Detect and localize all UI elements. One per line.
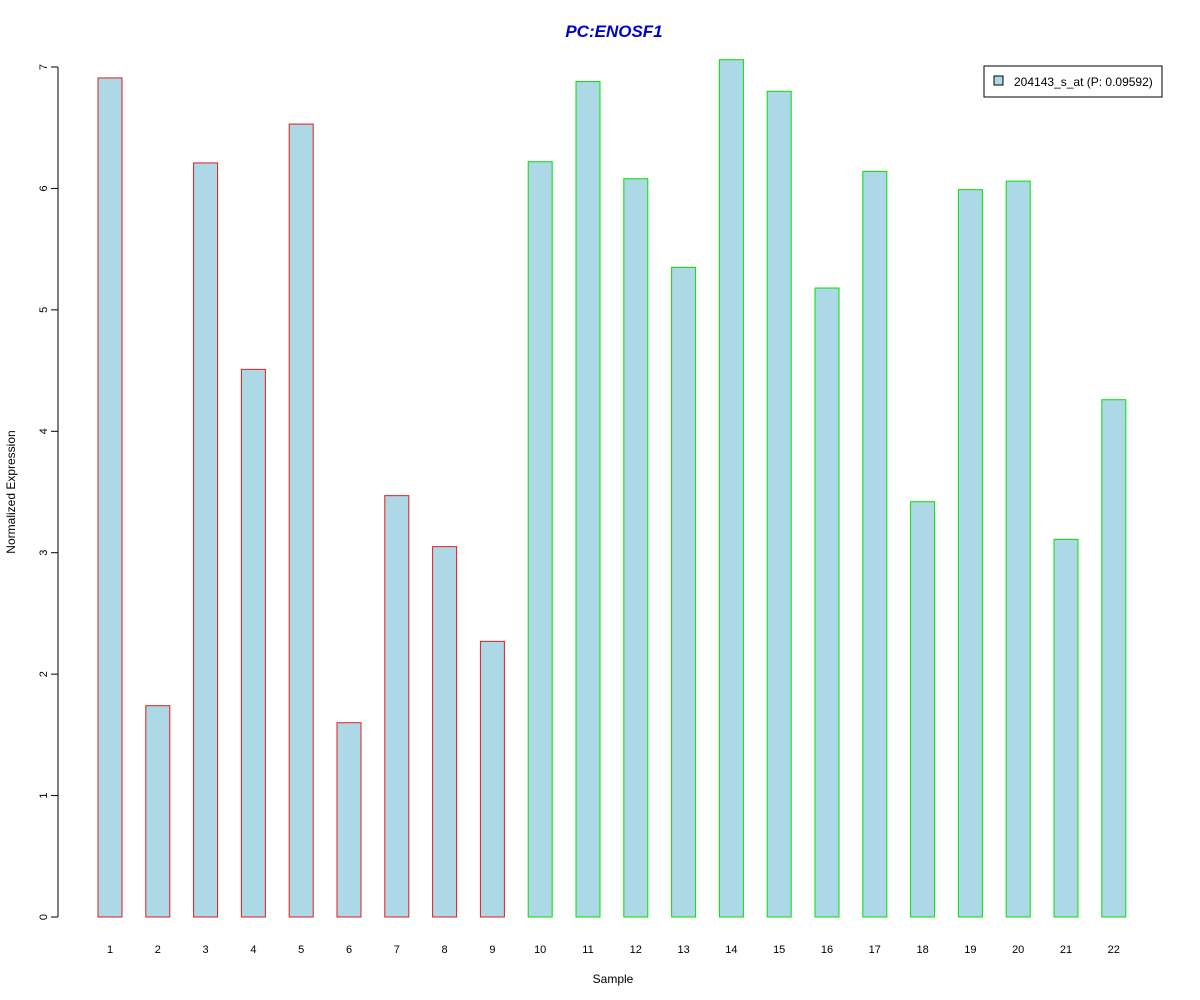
x-axis: 1 2 3 4 5 6 7 8 9 10 11 12 13 14 15 16 17 18 19 20 21 22 xyxy=(107,944,1120,956)
bar-sample-1 xyxy=(97,77,123,918)
bar-sample-12 xyxy=(623,178,649,918)
x-tick-label: 9 xyxy=(489,944,495,956)
y-tick-label: 4 xyxy=(38,428,50,434)
y-tick-label: 7 xyxy=(38,64,50,70)
y-tick-label: 0 xyxy=(38,914,50,920)
legend-label: 204143_s_at (P: 0.09592) xyxy=(1014,75,1153,89)
bar-sample-18 xyxy=(910,501,936,918)
x-tick-label: 15 xyxy=(773,944,785,956)
bar-sample-20 xyxy=(1005,180,1031,918)
y-tick-label: 1 xyxy=(38,793,50,799)
x-tick-label: 20 xyxy=(1012,944,1024,956)
x-tick-label: 8 xyxy=(442,944,448,956)
x-tick-label: 5 xyxy=(298,944,304,956)
y-axis-title: Normalized Expression xyxy=(4,430,18,553)
bar-sample-3 xyxy=(193,162,219,918)
bar-sample-2 xyxy=(145,705,171,918)
x-tick-label: 22 xyxy=(1108,944,1120,956)
x-tick-label: 6 xyxy=(346,944,352,956)
bar-sample-6 xyxy=(336,722,362,918)
x-axis-title: Sample xyxy=(593,972,634,986)
x-tick-label: 2 xyxy=(155,944,161,956)
y-axis: 0 1 2 3 4 5 6 7 xyxy=(38,64,59,920)
legend-box xyxy=(983,65,1163,98)
x-tick-label: 10 xyxy=(534,944,546,956)
legend: 204143_s_at (P: 0.09592) xyxy=(983,65,1163,98)
bar-sample-17 xyxy=(862,170,888,918)
x-tick-label: 21 xyxy=(1060,944,1072,956)
x-tick-label: 17 xyxy=(869,944,881,956)
chart-title: PC:ENOSF1 xyxy=(565,22,662,41)
x-tick-label: 11 xyxy=(582,944,593,956)
x-tick-label: 3 xyxy=(203,944,209,956)
x-tick-label: 7 xyxy=(394,944,400,956)
bar-sample-14 xyxy=(718,59,744,918)
y-tick-label: 6 xyxy=(38,185,50,191)
y-tick-label: 5 xyxy=(38,307,50,313)
x-tick-label: 18 xyxy=(916,944,928,956)
bar-sample-13 xyxy=(671,266,697,918)
bar-sample-7 xyxy=(384,495,410,918)
bar-sample-4 xyxy=(240,368,266,918)
x-tick-label: 12 xyxy=(630,944,642,956)
x-tick-label: 4 xyxy=(250,944,256,956)
bar-sample-21 xyxy=(1053,538,1079,918)
bar-sample-16 xyxy=(814,287,840,918)
y-tick-label: 3 xyxy=(38,550,50,556)
bar-sample-22 xyxy=(1101,399,1127,918)
bar-sample-10 xyxy=(527,161,553,918)
x-tick-label: 1 xyxy=(107,944,113,956)
bar-sample-15 xyxy=(766,90,792,918)
x-tick-label: 13 xyxy=(677,944,689,956)
bar-sample-19 xyxy=(957,189,983,918)
y-tick-label: 2 xyxy=(38,671,50,677)
bars xyxy=(97,59,1127,918)
bar-sample-8 xyxy=(432,546,458,918)
bar-sample-9 xyxy=(479,640,505,918)
bar-sample-5 xyxy=(288,123,314,918)
x-tick-label: 14 xyxy=(725,944,737,956)
x-tick-label: 16 xyxy=(821,944,833,956)
legend-swatch xyxy=(993,75,1004,86)
x-tick-label: 19 xyxy=(964,944,976,956)
bar-sample-11 xyxy=(575,81,601,918)
